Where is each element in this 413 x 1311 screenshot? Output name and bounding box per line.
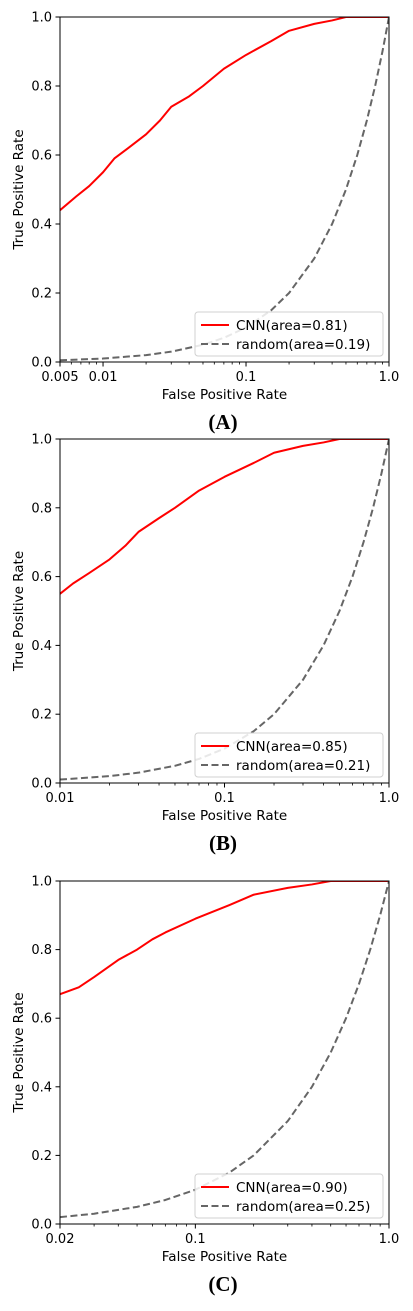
- plot-frame: [59, 438, 390, 784]
- legend: CNN(area=0.85) random(area=0.21): [194, 732, 384, 778]
- cnn-roc-curve: [60, 439, 389, 595]
- random-roc-curve: [60, 439, 389, 781]
- x-axis-label: False Positive Rate: [162, 1249, 287, 1265]
- legend-box: [194, 311, 384, 357]
- random-roc-curve: [60, 17, 389, 362]
- y-axis-label: True Positive Rate: [11, 992, 27, 1113]
- legend: CNN(area=0.81) random(area=0.19): [194, 311, 384, 357]
- y-tick-label: 0.4: [31, 218, 52, 233]
- plot-frame: [59, 880, 390, 1225]
- cnn-roc-curve: [60, 881, 389, 996]
- x-tick-label: 1.0: [379, 1232, 400, 1247]
- x-axis-label: False Positive Rate: [162, 808, 287, 824]
- x-tick-label: 0.02: [46, 1232, 75, 1247]
- legend: CNN(area=0.90) random(area=0.25): [194, 1173, 384, 1219]
- y-tick-label: 0.4: [31, 1080, 52, 1095]
- panel-label: (B): [209, 831, 237, 855]
- y-tick-label: 0.0: [31, 356, 52, 371]
- x-tick-label: 0.1: [236, 370, 257, 385]
- legend-box: [194, 732, 384, 778]
- legend-label-random: random(area=0.19): [236, 337, 370, 353]
- roc-panel: 0.02 0.1 1.0 0.0 0.2 0.4 0.6 0.8 1.0 False Positi…: [11, 875, 399, 1297]
- x-axis-label: False Positive Rate: [162, 387, 287, 403]
- cnn-roc-curve: [60, 17, 389, 211]
- y-tick-label: 0.8: [31, 943, 52, 958]
- random-roc-curve: [60, 881, 389, 1219]
- x-tick-label: 0.005: [41, 370, 78, 385]
- x-tick-label: 1.0: [379, 370, 400, 385]
- y-tick-label: 1.0: [31, 433, 52, 448]
- y-tick-label: 0.6: [31, 1012, 52, 1027]
- y-tick-label: 0.0: [31, 777, 52, 792]
- y-tick-label: 0.6: [31, 570, 52, 585]
- panel-label: (A): [208, 410, 237, 434]
- y-tick-label: 0.2: [31, 708, 52, 723]
- roc-panel: 0.01 0.1 1.0 0.0 0.2 0.4 0.6 0.8 1.0 False Positi…: [11, 433, 399, 856]
- x-tick-label: 1.0: [379, 791, 400, 806]
- y-tick-label: 0.0: [31, 1218, 52, 1233]
- plot-frame: [59, 16, 390, 363]
- x-tick-label: 0.1: [214, 791, 235, 806]
- legend-label-cnn: CNN(area=0.81): [236, 318, 348, 334]
- y-tick-label: 0.2: [31, 287, 52, 302]
- legend-label-random: random(area=0.21): [236, 758, 370, 774]
- panel-label: (C): [208, 1272, 237, 1296]
- legend-label-cnn: CNN(area=0.90): [236, 1180, 348, 1196]
- legend-box: [194, 1173, 384, 1219]
- y-tick-label: 0.8: [31, 501, 52, 516]
- legend-label-cnn: CNN(area=0.85): [236, 739, 348, 755]
- x-tick-label: 0.1: [185, 1232, 206, 1247]
- y-axis-label: True Positive Rate: [11, 551, 27, 672]
- y-tick-label: 0.8: [31, 80, 52, 95]
- x-tick-label: 0.01: [46, 791, 75, 806]
- y-tick-label: 0.2: [31, 1149, 52, 1164]
- y-tick-label: 0.6: [31, 149, 52, 164]
- y-tick-label: 1.0: [31, 11, 52, 26]
- y-tick-label: 1.0: [31, 875, 52, 890]
- legend-label-random: random(area=0.25): [236, 1199, 370, 1215]
- y-axis-label: True Positive Rate: [11, 129, 27, 250]
- x-tick-label: 0.01: [89, 370, 118, 385]
- roc-panel: 0.005 0.01 0.1 1.0 0.0 0.2 0.4 0.6 0.8 1.0 False P…: [11, 11, 399, 435]
- y-tick-label: 0.4: [31, 639, 52, 654]
